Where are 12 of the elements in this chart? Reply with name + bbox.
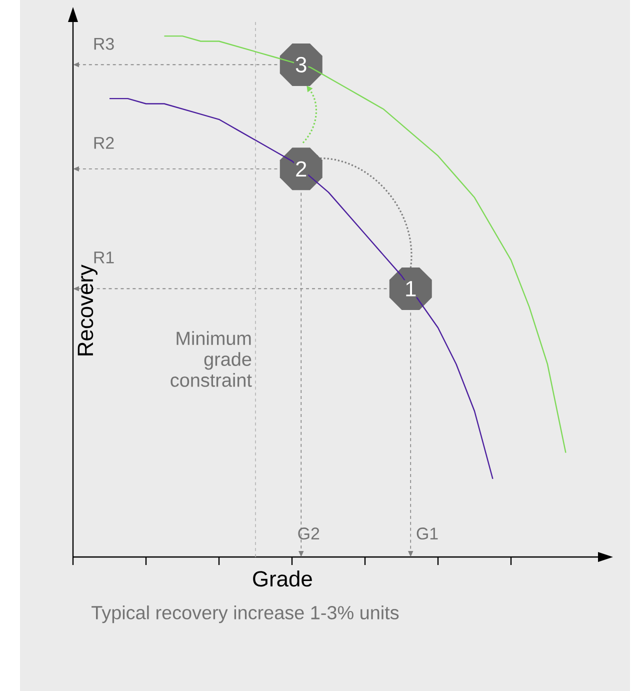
annotation: G1 xyxy=(416,528,438,540)
x-axis-title: Grade xyxy=(253,570,312,587)
annotation: R1 xyxy=(94,252,114,264)
annotation: 1 xyxy=(406,281,416,296)
annotation: Minimum grade constraint xyxy=(170,331,252,387)
annotation: 2 xyxy=(296,161,306,177)
annotation: G2 xyxy=(298,528,320,540)
y-axis-title: Recovery xyxy=(78,264,98,356)
annotation: R3 xyxy=(94,38,114,50)
text: Typical recovery increase 1-3% units xyxy=(92,605,399,624)
annotation: 3 xyxy=(296,56,306,72)
annotation: R2 xyxy=(94,136,114,149)
